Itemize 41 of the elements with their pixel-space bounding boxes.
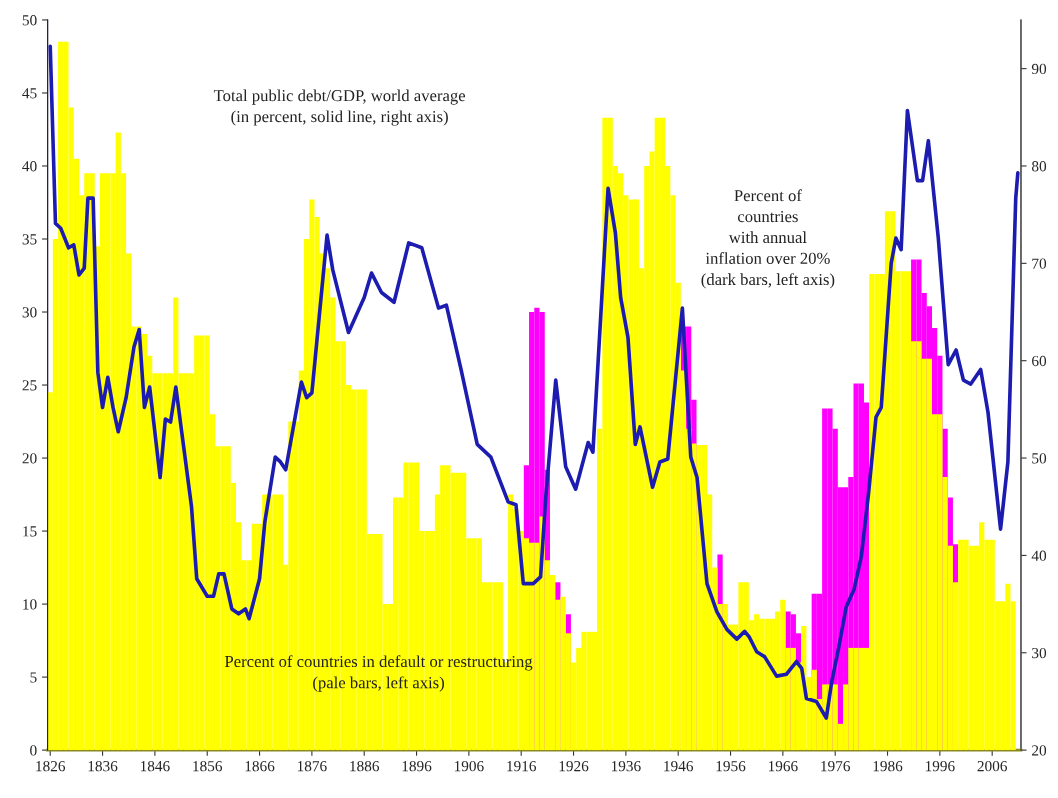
- y-tick-label: 30: [22, 307, 37, 318]
- y2-tick-label: 70: [1032, 258, 1047, 269]
- x-tick-label: 1916: [507, 761, 537, 772]
- x-tick-label: 1956: [716, 761, 746, 772]
- y2-tick-label: 30: [1032, 647, 1047, 659]
- x-tick-label: 1846: [140, 760, 170, 772]
- y2-tick-label: 60: [1032, 355, 1047, 367]
- x-tick-label: 1936: [611, 761, 641, 772]
- y-tick-label: 10: [23, 599, 37, 610]
- x-tick-label: 1826: [36, 760, 66, 772]
- annotation: Percent of countries with annual inflation over 20% (dark bars, left axis): [701, 189, 835, 289]
- y-tick-label: 15: [23, 526, 37, 537]
- x-tick-label: 1926: [559, 761, 589, 772]
- y-tick-label: 20: [22, 453, 37, 464]
- y2-tick-label: 20: [1032, 745, 1047, 756]
- y2-tick-label: 50: [1032, 453, 1047, 464]
- x-tick-label: 1876: [297, 760, 327, 772]
- y-tick-label: 40: [22, 161, 37, 172]
- annotation: Percent of countries in default or restructuring (pale bars, left axis): [224, 655, 533, 692]
- x-tick-label: 2006: [977, 760, 1008, 772]
- x-tick-label: 1886: [350, 760, 380, 772]
- y2-tick-label: 90: [1031, 63, 1047, 75]
- y-tick-label: 50: [22, 15, 37, 26]
- y-tick-label: 35: [22, 234, 37, 245]
- x-tick-label: 1996: [925, 761, 955, 772]
- x-tick-label: 1866: [245, 760, 275, 772]
- y2-tick-label: 80: [1031, 161, 1047, 172]
- y-tick-label: 0: [30, 745, 37, 756]
- y-tick-label: 5: [30, 672, 37, 683]
- x-tick-label: 1856: [193, 760, 223, 772]
- x-tick-label: 1906: [454, 760, 484, 772]
- annotation: Total public debt/GDP, world average (in percent, solid line, right axis): [213, 89, 466, 126]
- x-tick-label: 1946: [664, 761, 694, 772]
- x-tick-label: 1986: [873, 760, 903, 772]
- x-tick-label: 1896: [402, 760, 432, 772]
- y2-tick-label: 40: [1031, 550, 1047, 561]
- x-tick-label: 1836: [88, 760, 118, 772]
- y-tick-label: 45: [22, 88, 37, 99]
- x-tick-label: 1966: [768, 761, 798, 772]
- y-tick-label: 25: [22, 380, 37, 391]
- x-tick-label: 1976: [821, 761, 851, 772]
